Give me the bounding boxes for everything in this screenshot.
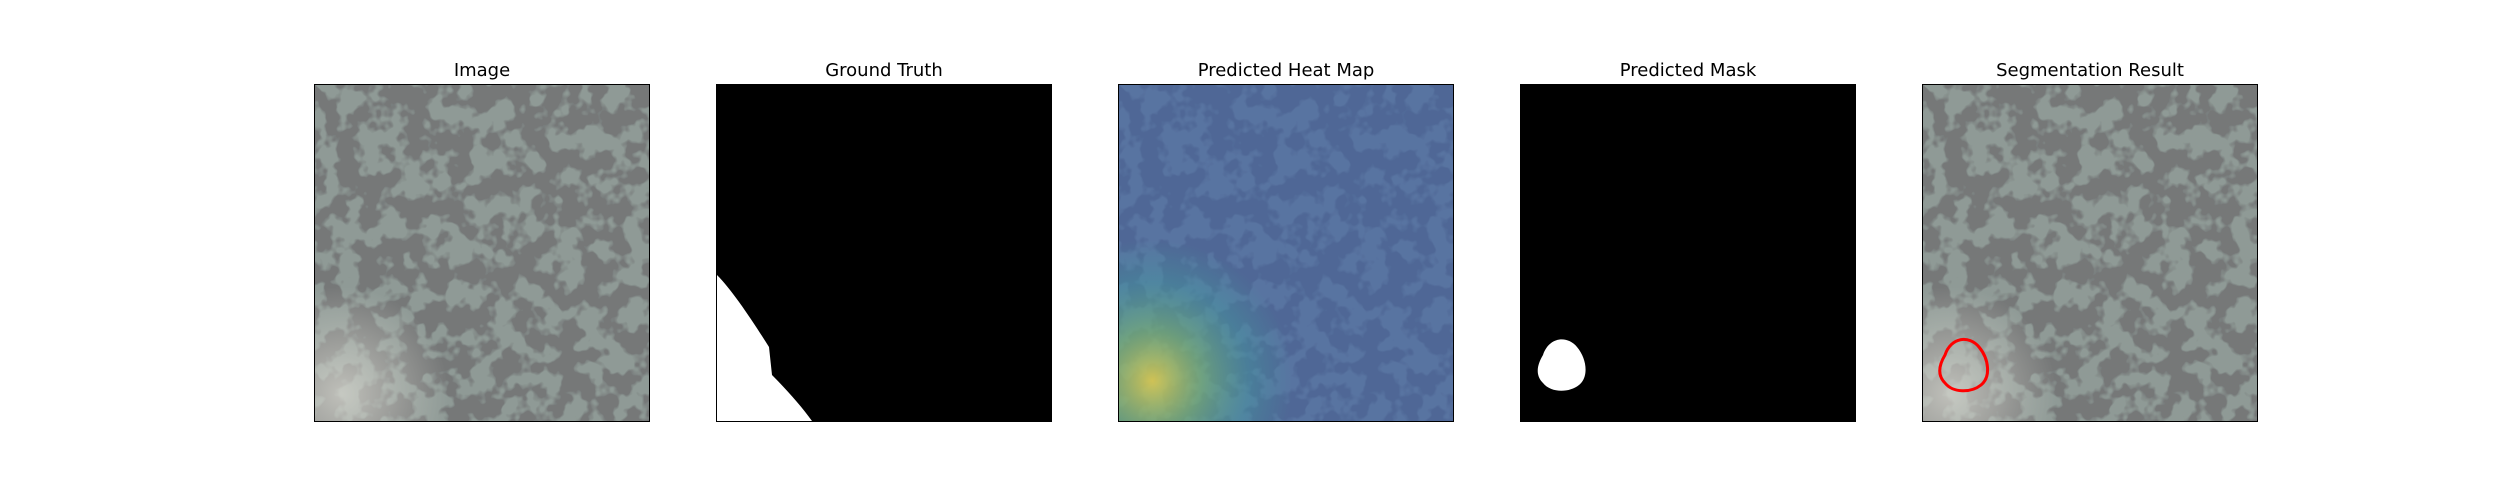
texture-image xyxy=(315,85,649,421)
segmentation-frame xyxy=(1922,84,2258,422)
mask-frame xyxy=(1520,84,1856,422)
heatmap-frame xyxy=(1118,84,1454,422)
panel-title-segmentation: Segmentation Result xyxy=(1996,60,2184,81)
predicted-mask xyxy=(1521,85,1855,421)
segmentation-contour xyxy=(1938,338,1989,393)
segmentation-result xyxy=(1923,85,2257,421)
panel-title-heatmap: Predicted Heat Map xyxy=(1197,60,1375,81)
panel-title-mask: Predicted Mask xyxy=(1619,60,1757,81)
ground-truth-mask xyxy=(717,85,1051,421)
panel-title-image: Image xyxy=(453,60,511,81)
heatmap-overlay xyxy=(1119,85,1453,421)
panel-title-ground-truth: Ground Truth xyxy=(825,60,943,81)
image-frame xyxy=(314,84,650,422)
ground-truth-frame xyxy=(716,84,1052,422)
